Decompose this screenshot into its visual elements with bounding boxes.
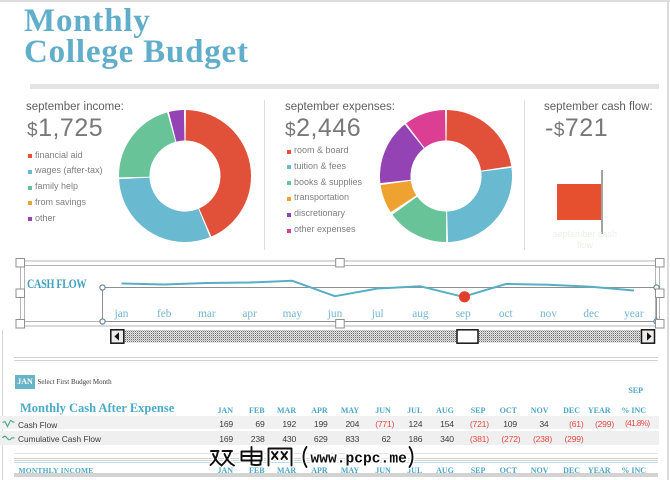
svg-text:www.pcpc.me: www.pcpc.me: [311, 451, 408, 467]
svg-text:www.pcpc.me: www.pcpc.me: [311, 451, 408, 467]
